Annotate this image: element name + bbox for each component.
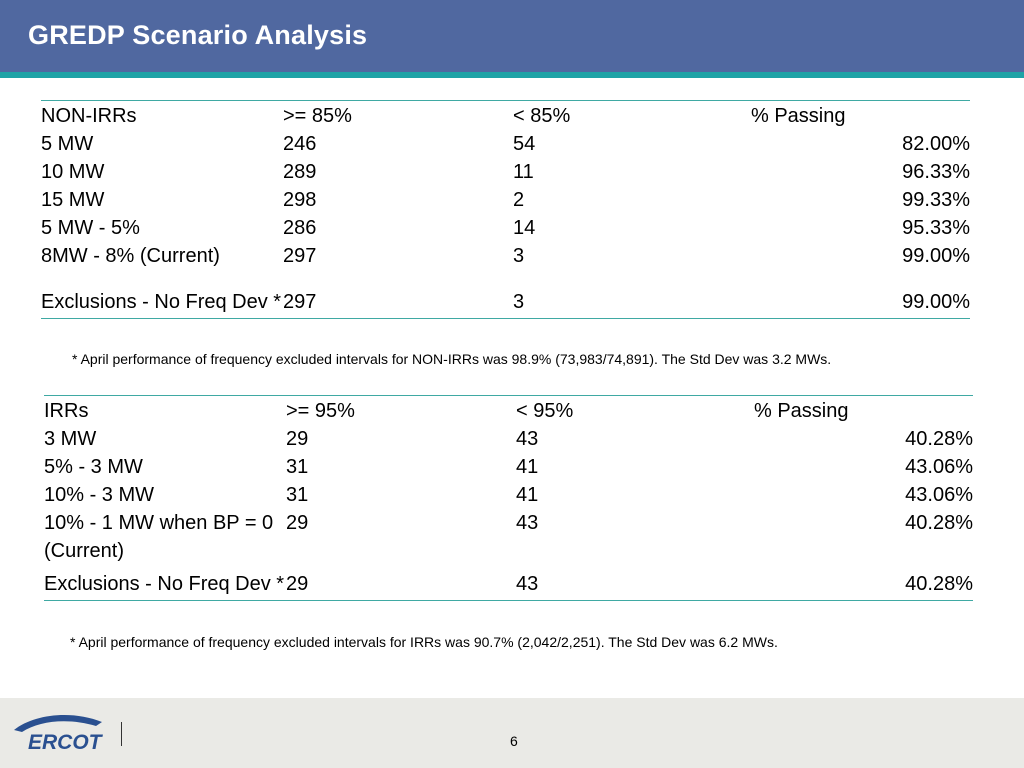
table-cell: 15 MW (41, 189, 105, 211)
table-cell: 96.33% (902, 161, 970, 183)
column-header: >= 85% (283, 105, 352, 127)
table-cell: 3 (513, 245, 525, 267)
table-row: 5 MW 246 54 82.00% (41, 130, 970, 158)
table-cell: 82.00% (902, 133, 970, 155)
irr-footnote: * April performance of frequency exclude… (70, 634, 778, 650)
non-irr-table: NON-IRRs >= 85% < 85% % Passing 5 MW 246… (41, 100, 970, 319)
column-header: >= 95% (286, 400, 355, 422)
table-row: 5% - 3 MW 31 41 43.06% (44, 453, 973, 481)
table-cell: 43.06% (905, 484, 973, 506)
table-cell: 99.00% (902, 291, 970, 313)
table-cell: 246 (283, 133, 317, 155)
table-cell: Exclusions - No Freq Dev * (41, 291, 282, 313)
table-cell: 10% - 3 MW (44, 484, 155, 506)
table-row: 5 MW - 5% 286 14 95.33% (41, 214, 970, 242)
table-header-row: NON-IRRs >= 85% < 85% % Passing (41, 101, 970, 131)
table-cell: 3 MW (44, 428, 97, 450)
irr-table: IRRs >= 95% < 95% % Passing 3 MW 29 43 4… (44, 395, 973, 601)
logo-swoosh (14, 715, 102, 732)
column-header: % Passing (751, 105, 846, 127)
title-bar (0, 0, 1024, 72)
table-cell: 54 (513, 133, 536, 155)
table-cell: 31 (286, 484, 309, 506)
footer-bar (0, 698, 1024, 768)
table-cell: 43 (516, 428, 539, 450)
table-cell: Exclusions - No Freq Dev * (44, 573, 285, 595)
column-header: < 85% (513, 105, 571, 127)
table-cell: 40.28% (905, 573, 973, 595)
table-cell: 5 MW (41, 133, 94, 155)
table-cell: 43.06% (905, 456, 973, 478)
table-cell: 31 (286, 456, 309, 478)
table-cell: 29 (286, 512, 309, 534)
table-cell: 99.00% (902, 245, 970, 267)
table-cell: 14 (513, 217, 536, 239)
table-cell: 11 (513, 161, 534, 183)
logo-divider (121, 722, 122, 746)
ercot-logo: ERCOT (14, 715, 104, 754)
table-cell: 41 (516, 456, 539, 478)
table-cell: 10% - 1 MW when BP = 0 (Current) (44, 512, 274, 562)
column-header: < 95% (516, 400, 574, 422)
table-row: 10 MW 289 11 96.33% (41, 158, 970, 186)
column-header: % Passing (754, 400, 849, 422)
column-header: NON-IRRs (41, 105, 137, 127)
title-bar-accent (0, 72, 1024, 78)
table-cell: 297 (283, 245, 317, 267)
table-row: 3 MW 29 43 40.28% (44, 425, 973, 453)
table-cell: 95.33% (902, 217, 970, 239)
table-cell: 99.33% (902, 189, 970, 211)
table-cell: 2 (513, 189, 525, 211)
table-cell: 10 MW (41, 161, 105, 183)
table-row: Exclusions - No Freq Dev * 297 3 99.00% (41, 270, 970, 319)
table-row: 10% - 3 MW 31 41 43.06% (44, 481, 973, 509)
table-cell: 289 (283, 161, 317, 183)
table-row: 8MW - 8% (Current) 297 3 99.00% (41, 242, 970, 270)
table-cell: 298 (283, 189, 317, 211)
table-cell: 40.28% (905, 428, 973, 450)
table-cell: 43 (516, 573, 539, 595)
table-row: Exclusions - No Freq Dev * 29 43 40.28% (44, 565, 973, 601)
table-cell: 3 (513, 291, 525, 313)
column-header: IRRs (44, 400, 89, 422)
non-irr-footnote: * April performance of frequency exclude… (72, 351, 832, 367)
table-cell: 41 (516, 484, 539, 506)
table-cell: 297 (283, 291, 317, 313)
table-header-row: IRRs >= 95% < 95% % Passing (44, 396, 973, 426)
table-cell: 286 (283, 217, 317, 239)
table-cell: 43 (516, 512, 539, 534)
table-row: 15 MW 298 2 99.33% (41, 186, 970, 214)
table-cell: 29 (286, 428, 309, 450)
table-cell: 5% - 3 MW (44, 456, 143, 478)
table-row: 10% - 1 MW when BP = 0 (Current) 29 43 4… (44, 509, 973, 565)
page-number: 6 (510, 733, 518, 749)
table-cell: 8MW - 8% (Current) (41, 245, 220, 267)
table-cell: 5 MW - 5% (41, 217, 140, 239)
table-cell: 29 (286, 573, 309, 595)
table-cell: 40.28% (905, 512, 973, 534)
logo-text: ERCOT (28, 731, 104, 754)
slide-title: GREDP Scenario Analysis (28, 20, 368, 50)
